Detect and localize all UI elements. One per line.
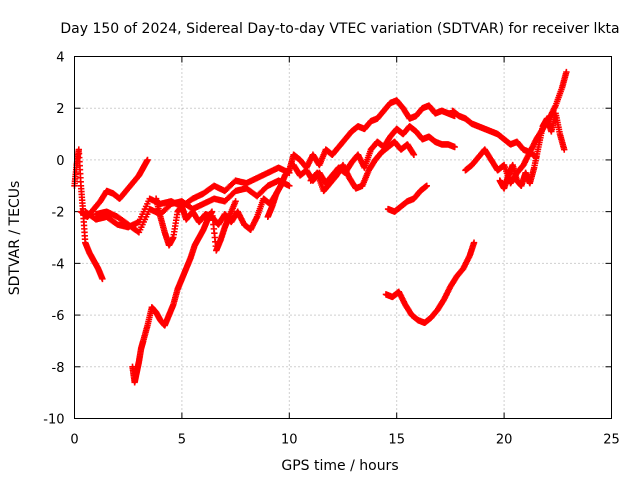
y-tick-label: 4 <box>56 51 64 66</box>
series-arc-9 <box>307 138 418 195</box>
y-tick-labels: -10 -8 -6 -4 -2 0 2 4 <box>43 51 64 428</box>
data-point <box>144 156 151 164</box>
y-tick-label: -6 <box>52 309 65 324</box>
series-arc-4 <box>92 177 293 236</box>
data-point <box>410 151 418 158</box>
x-tick-label: 25 <box>603 433 620 448</box>
series-arc-1 <box>71 146 106 283</box>
x-axis-label: GPS time / hours <box>281 458 398 474</box>
y-tick-label: 2 <box>56 102 64 117</box>
y-axis-label: SDTVAR / TECUs <box>7 181 23 296</box>
series-arc-6 <box>129 198 239 386</box>
y-tick-label: 0 <box>56 154 64 169</box>
data-series <box>71 68 570 386</box>
series-arc-14 <box>496 110 568 192</box>
data-point <box>286 182 293 189</box>
x-tick-label: 20 <box>496 433 513 448</box>
data-point <box>470 239 478 246</box>
series-arc-11 <box>382 239 478 327</box>
axis-ticks <box>74 56 612 419</box>
data-point <box>451 143 458 151</box>
plot-frame <box>74 56 612 419</box>
chart-title: Day 150 of 2024, Sidereal Day-to-day VTE… <box>60 21 619 37</box>
series-arc-10 <box>384 182 430 215</box>
grid-lines <box>74 56 612 419</box>
x-tick-label: 15 <box>388 433 405 448</box>
data-point <box>561 146 568 153</box>
x-tick-label: 5 <box>178 433 186 448</box>
x-tick-label: 0 <box>70 433 78 448</box>
series-arc-2 <box>77 156 151 221</box>
series-arc-7 <box>264 97 458 221</box>
y-tick-label: -8 <box>52 361 65 376</box>
series-arc-12 <box>449 107 540 161</box>
data-point <box>563 68 570 76</box>
x-tick-labels: 0 5 10 15 20 25 <box>70 433 619 448</box>
y-tick-label: -4 <box>52 257 65 272</box>
y-tick-label: -10 <box>43 413 64 428</box>
data-point <box>99 275 106 283</box>
y-tick-label: -2 <box>52 206 65 221</box>
x-tick-label: 10 <box>281 433 298 448</box>
data-point <box>232 198 239 205</box>
data-point <box>423 182 430 189</box>
